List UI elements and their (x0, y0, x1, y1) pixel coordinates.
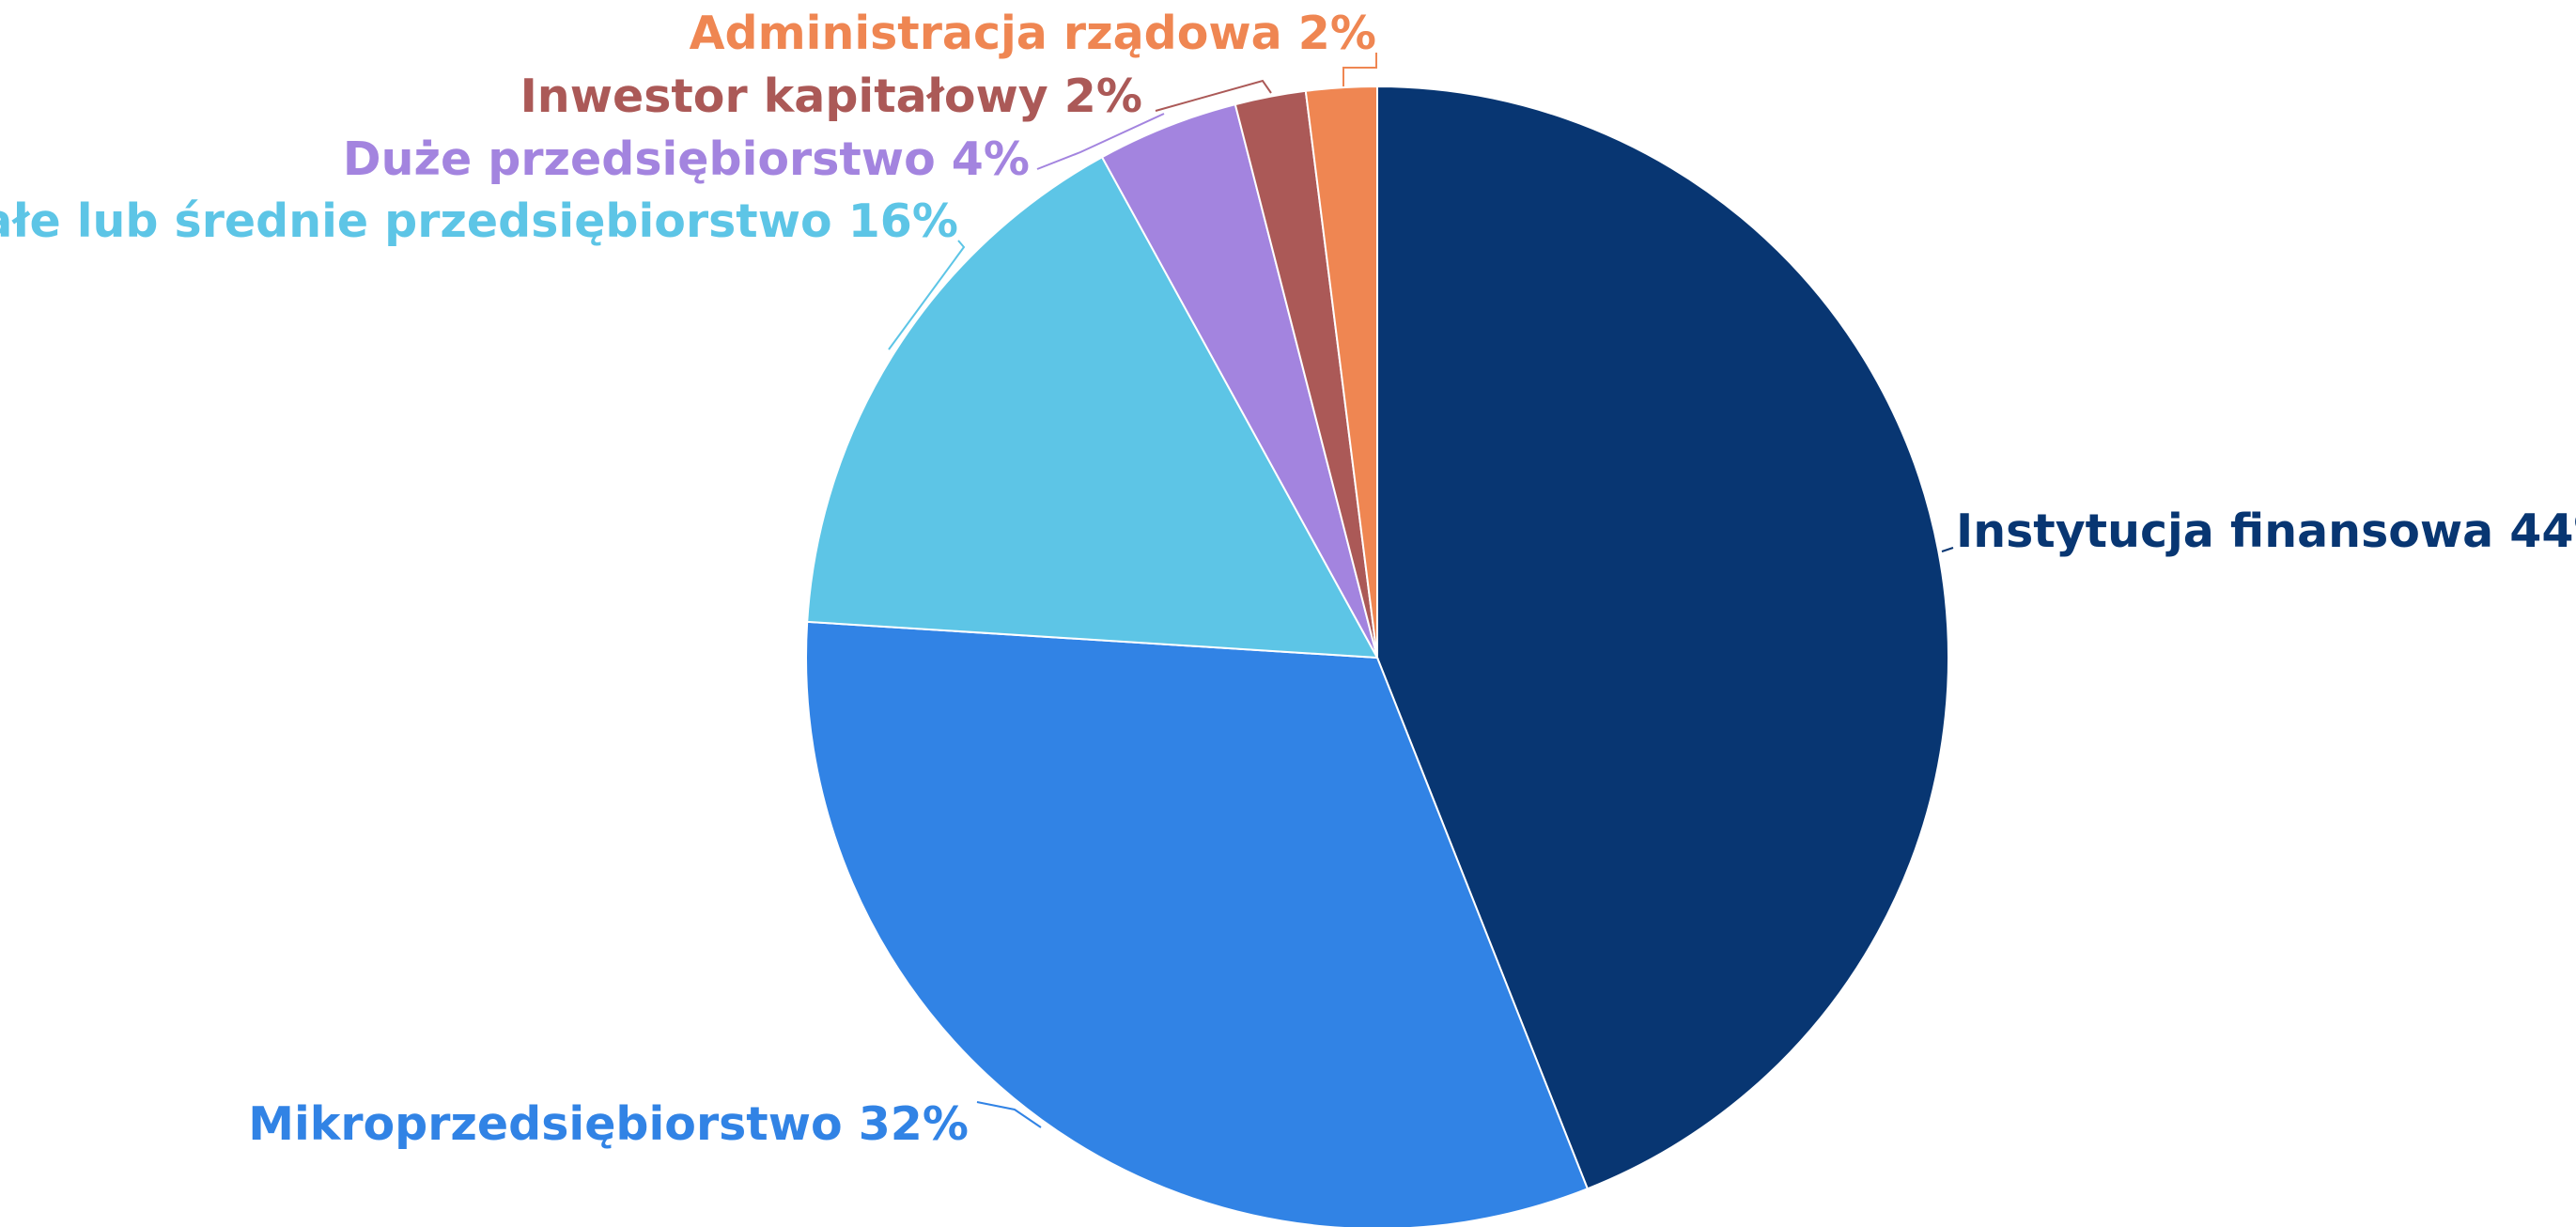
slice-government (1304, 85, 1378, 659)
pie-slices (805, 85, 1949, 1227)
slice-sme (806, 155, 1379, 660)
leader-line-large-enterprise (1036, 113, 1165, 170)
label-financial-institution: Instytucja finansowa 44% (1956, 505, 2576, 558)
label-large-enterprise: Duże przedsiębiorstwo 4% (343, 132, 1030, 186)
slice-financial-institution (1376, 85, 1949, 1190)
leader-line-capital-investor (1155, 79, 1272, 112)
label-government: Administracja rządowa 2% (690, 7, 1376, 60)
leader-line-financial-institution (1941, 547, 1954, 552)
leader-line-sme (888, 240, 966, 350)
label-capital-investor: Inwestor kapitałowy 2% (520, 70, 1142, 123)
label-micro-enterprise: Mikroprzedsiębiorstwo 32% (248, 1097, 969, 1151)
label-sme: Małe lub średnie przedsiębiorstwo 16% (0, 194, 958, 248)
leader-line-government (1342, 53, 1377, 86)
leader-line-micro-enterprise (976, 1101, 1042, 1128)
slice-labels: Instytucja finansowa 44% Mikroprzedsiębio… (0, 7, 2576, 1151)
label-leader-lines (888, 53, 1954, 1128)
